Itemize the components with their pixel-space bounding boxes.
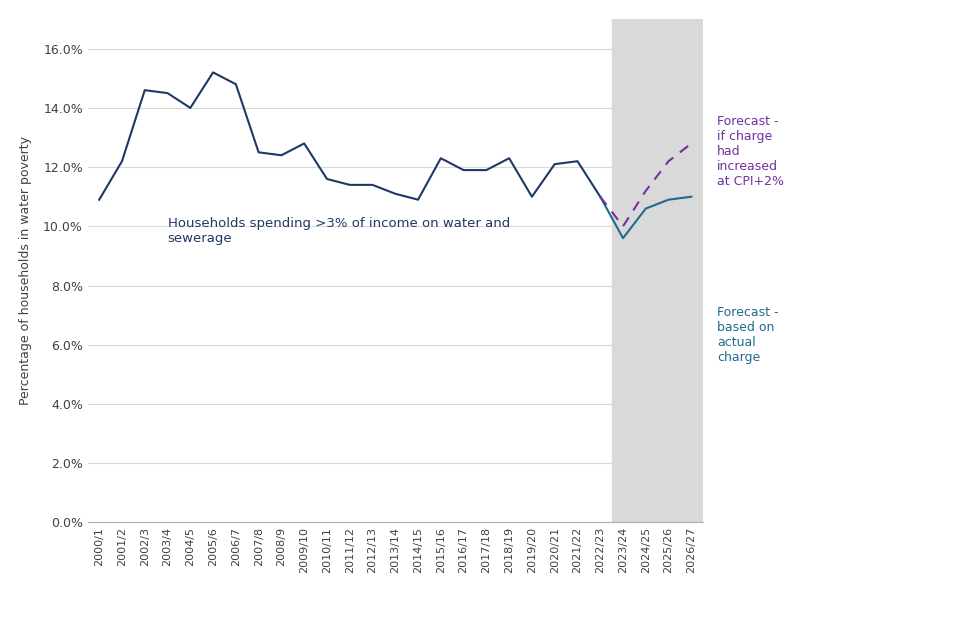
Text: Households spending >3% of income on water and
sewerage: Households spending >3% of income on wat… [168,217,509,245]
Y-axis label: Percentage of households in water poverty: Percentage of households in water povert… [19,136,32,405]
Text: Forecast -
if charge
had
increased
at CPI+2%: Forecast - if charge had increased at CP… [717,115,785,188]
Text: Forecast -
based on
actual
charge: Forecast - based on actual charge [717,306,779,364]
Bar [612,19,703,522]
